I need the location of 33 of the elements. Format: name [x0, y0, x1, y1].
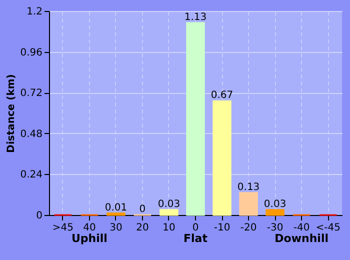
x-tick-label: -10	[214, 222, 230, 234]
y-tick-label: 1.2	[26, 6, 42, 18]
x-tick-label: >45	[52, 222, 74, 234]
bar	[186, 22, 205, 216]
data-label: 0.03	[158, 198, 180, 210]
y-tick-label: 0.72	[20, 88, 42, 100]
bar	[212, 100, 232, 216]
bar	[266, 209, 284, 216]
x-tick-label: -20	[240, 222, 257, 234]
y-tick-label: 0.96	[20, 47, 42, 58]
y-tick-label: 0.24	[20, 170, 42, 181]
x-tick-label: -30	[266, 222, 284, 234]
x-tick-label: 30	[110, 222, 122, 234]
y-tick-label: 0	[36, 210, 42, 222]
data-label: 0	[139, 204, 146, 215]
x-tick-label: <-45	[316, 222, 340, 234]
x-tick-label: -40	[293, 222, 310, 234]
x-tick-label: 0	[192, 222, 199, 234]
data-label: 1.13	[184, 12, 207, 23]
x-tick-label: 40	[83, 222, 96, 234]
text: Flat	[184, 232, 208, 245]
text: Uphill	[71, 232, 108, 245]
data-label: 0.13	[237, 182, 260, 193]
data-label: 0.01	[104, 202, 128, 214]
data-label: 0.67	[210, 90, 234, 102]
x-tick-label: 10	[162, 222, 176, 234]
x-tick-label: 20	[136, 222, 149, 234]
text: Downhill	[274, 232, 328, 245]
y-axis-title: Distance (km)	[6, 74, 18, 153]
bar	[160, 209, 178, 216]
data-label: 0.03	[264, 198, 286, 210]
y-tick-label: 0.48	[20, 128, 42, 140]
bar	[239, 192, 258, 216]
